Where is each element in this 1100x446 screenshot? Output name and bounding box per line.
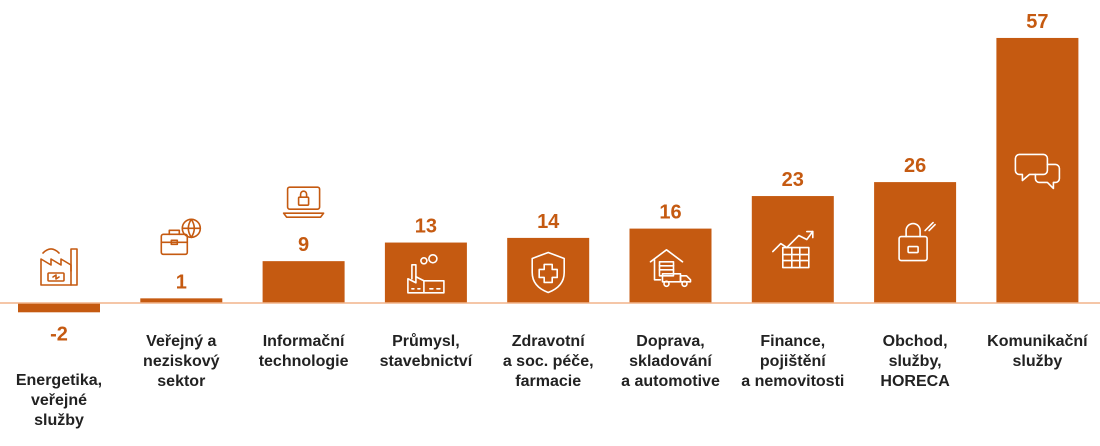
category-label-line: Doprava, (636, 333, 704, 350)
value-label-1: 1 (176, 271, 187, 293)
bar-3 (384, 242, 467, 303)
category-label-line: veřejné (31, 392, 87, 409)
value-labels-group: -2 1 9 13 14 16 23 26 57 (50, 11, 1048, 345)
chat-bubbles-icon (1014, 153, 1061, 190)
category-label-4: Zdravotní a soc. péče, farmacie (503, 333, 594, 390)
category-label-line: Obchod, (883, 333, 948, 350)
icons-group (40, 153, 1061, 294)
category-label-0: Energetika, veřejné služby (16, 372, 102, 429)
category-label-2: Informační technologie (259, 333, 349, 370)
category-label-line: služby, (889, 353, 942, 370)
value-label-7: 26 (904, 155, 926, 177)
category-label-line: neziskový (143, 353, 220, 370)
chart-table-icon (771, 230, 814, 269)
category-label-6: Finance, pojištění a nemovitosti (741, 333, 844, 390)
category-label-line: služby (1013, 353, 1063, 370)
category-label-3: Průmysl, stavebnictví (380, 333, 473, 370)
category-label-line: farmacie (515, 373, 581, 390)
category-label-7: Obchod, služby, HORECA (880, 333, 950, 390)
value-label-3: 13 (415, 216, 437, 238)
bar-7 (874, 182, 957, 303)
factory-battery-icon (40, 248, 78, 286)
factory-icon (407, 253, 445, 294)
category-label-line: pojištění (760, 353, 826, 370)
category-label-line: Průmysl, (392, 333, 460, 350)
value-label-8: 57 (1026, 11, 1048, 33)
category-label-8: Komunikační služby (987, 333, 1088, 370)
category-label-line: technologie (259, 353, 349, 370)
shopping-bag-icon (898, 221, 936, 262)
category-label-line: Finance, (760, 333, 825, 350)
bar-2 (262, 261, 345, 303)
bar-0 (18, 303, 100, 313)
value-label-4: 14 (537, 211, 560, 233)
category-label-line: služby (34, 412, 84, 429)
category-label-5: Doprava, skladování a automotive (621, 333, 720, 390)
category-labels-group: Energetika, veřejné služby Veřejný a nezisko… (16, 333, 1088, 429)
bar-8 (996, 37, 1079, 303)
bar-6 (751, 196, 834, 303)
category-label-line: stavebnictví (380, 353, 473, 370)
medical-shield-icon (531, 251, 566, 294)
value-label-6: 23 (782, 169, 804, 191)
category-label-line: Komunikační (987, 333, 1088, 350)
category-label-line: Energetika, (16, 372, 102, 389)
category-label-1: Veřejný a neziskový sektor (143, 333, 220, 390)
value-label-2: 9 (298, 234, 309, 256)
warehouse-truck-icon (649, 249, 692, 288)
category-label-line: a nemovitosti (741, 373, 844, 390)
laptop-lock-icon (282, 186, 325, 218)
category-label-line: a automotive (621, 373, 720, 390)
category-label-line: HORECA (880, 373, 950, 390)
category-label-line: Zdravotní (512, 333, 585, 350)
briefcase-globe-icon (160, 218, 202, 256)
category-label-line: Informační (263, 333, 345, 350)
category-label-line: sektor (157, 373, 205, 390)
category-label-line: a soc. péče, (503, 353, 594, 370)
category-label-line: Veřejný a (146, 333, 216, 350)
value-label-0: -2 (50, 323, 68, 345)
bar-1 (140, 298, 223, 303)
value-label-5: 16 (659, 202, 681, 224)
category-label-line: skladování (629, 353, 712, 370)
